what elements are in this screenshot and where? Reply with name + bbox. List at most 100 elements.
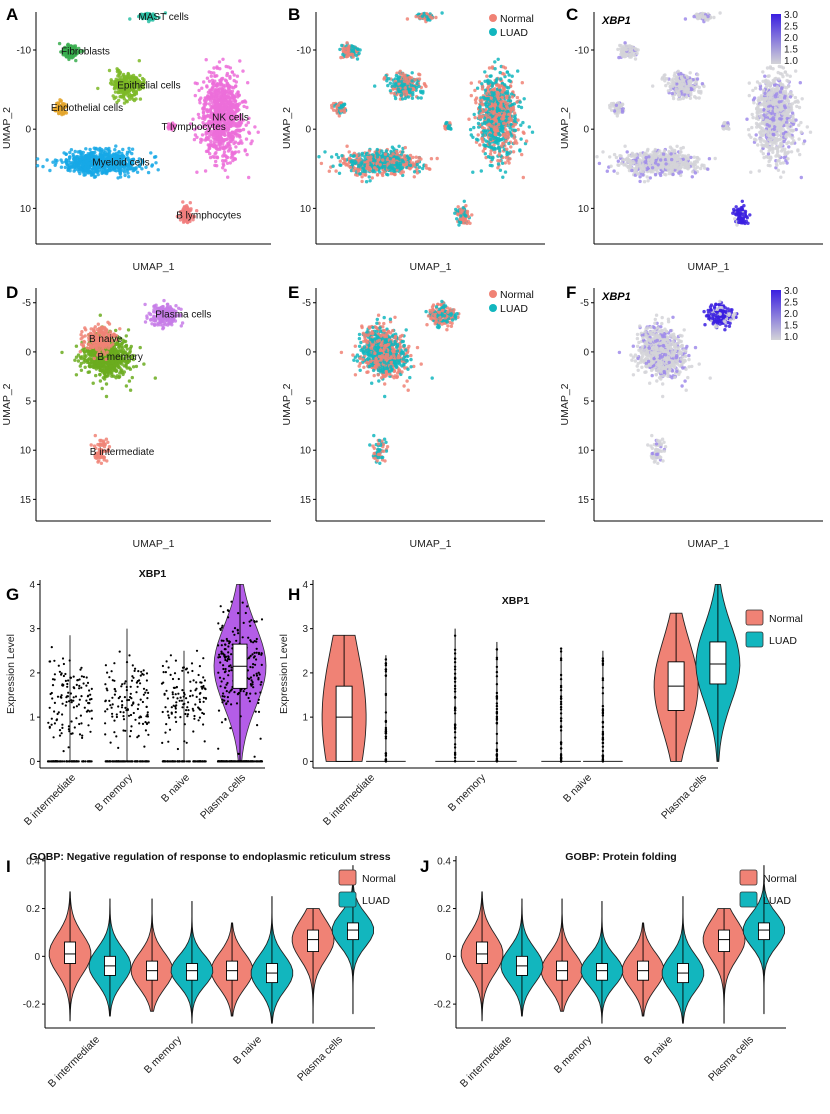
umap-point	[68, 169, 72, 173]
umap-point	[508, 157, 512, 161]
panel-label-d: D	[6, 283, 18, 302]
umap-point	[419, 89, 423, 93]
umap-point	[88, 147, 92, 152]
umap-point	[114, 144, 118, 148]
umap-point	[435, 156, 439, 161]
umap-point	[223, 78, 227, 82]
umap-point	[499, 100, 503, 104]
umap-point	[520, 81, 524, 85]
umap-point	[226, 65, 230, 69]
umap-point	[408, 87, 413, 91]
umap-point	[489, 137, 493, 142]
umap-point	[76, 158, 80, 162]
umap-point	[417, 165, 422, 169]
umap-point	[472, 112, 476, 117]
umap-point	[64, 158, 69, 162]
umap-point	[629, 44, 633, 49]
umap-point	[91, 168, 96, 172]
umap-point	[469, 133, 473, 137]
y-tick-label: 0	[305, 125, 311, 136]
umap-point	[241, 69, 245, 73]
umap-point	[218, 67, 222, 71]
umap-point	[86, 155, 91, 160]
umap-point	[480, 98, 484, 103]
umap-point	[118, 172, 123, 176]
umap-point	[502, 72, 506, 76]
umap-point	[197, 115, 201, 120]
umap-point	[403, 96, 407, 101]
umap-point	[234, 145, 238, 149]
umap-point	[134, 97, 138, 101]
umap-point	[429, 157, 434, 161]
umap-point	[505, 70, 509, 74]
umap-point	[467, 117, 471, 121]
umap-point	[383, 155, 387, 160]
umap-point	[478, 143, 482, 147]
y-tick-label: -10	[575, 46, 590, 57]
umap-point	[182, 206, 186, 210]
umap-point	[520, 152, 524, 157]
umap-point	[221, 162, 225, 166]
umap-point	[503, 132, 508, 136]
umap-point	[507, 73, 511, 77]
umap-point	[493, 132, 497, 136]
umap-point	[360, 175, 364, 179]
umap-point	[456, 205, 460, 209]
umap-point	[453, 211, 457, 215]
umap-point	[629, 52, 633, 57]
umap-point	[79, 153, 83, 158]
umap-point	[348, 165, 353, 170]
umap-point	[358, 172, 362, 176]
umap-point	[135, 170, 140, 174]
umap-point	[521, 175, 525, 180]
umap-point	[227, 132, 232, 136]
umap-point	[405, 17, 410, 21]
umap-point	[375, 172, 380, 177]
umap-point	[496, 57, 500, 61]
umap-point	[75, 164, 79, 168]
umap-point	[688, 71, 692, 75]
umap-point	[243, 149, 247, 153]
umap-point	[230, 151, 234, 155]
umap-point	[78, 171, 82, 176]
umap-point	[624, 47, 628, 51]
umap-point	[64, 54, 69, 59]
umap-point	[397, 79, 401, 83]
umap-point	[256, 130, 260, 134]
umap-point	[35, 164, 40, 168]
panel-label-a: A	[6, 5, 18, 24]
umap-point	[207, 70, 211, 74]
umap-point	[93, 174, 98, 179]
umap-point	[79, 150, 83, 154]
umap-point	[491, 107, 495, 111]
umap-point	[214, 159, 218, 164]
umap-point	[380, 149, 384, 153]
umap-point	[484, 113, 488, 117]
umap-point	[250, 139, 254, 143]
umap-point	[455, 217, 459, 221]
umap-point	[214, 137, 218, 141]
umap-point	[191, 117, 195, 121]
umap-point	[502, 121, 506, 126]
umap-point	[62, 151, 66, 155]
umap-point	[231, 130, 235, 135]
umap-point	[205, 84, 209, 88]
umap-point	[103, 150, 108, 155]
umap-point	[411, 155, 415, 160]
y-axis-label: UMAP_2	[559, 107, 571, 149]
umap-point	[393, 84, 397, 88]
umap-point	[416, 96, 420, 100]
umap-point	[501, 141, 505, 146]
umap-point	[236, 95, 240, 99]
umap-point	[512, 128, 516, 132]
umap-point	[235, 102, 240, 107]
umap-point	[212, 71, 216, 75]
y-tick-label: 10	[300, 204, 312, 215]
umap-point	[68, 150, 72, 155]
umap-point	[480, 114, 485, 118]
umap-point	[390, 163, 395, 167]
umap-point	[684, 95, 689, 99]
umap-point	[211, 144, 215, 148]
umap-point	[67, 57, 71, 62]
umap-point	[340, 154, 344, 158]
